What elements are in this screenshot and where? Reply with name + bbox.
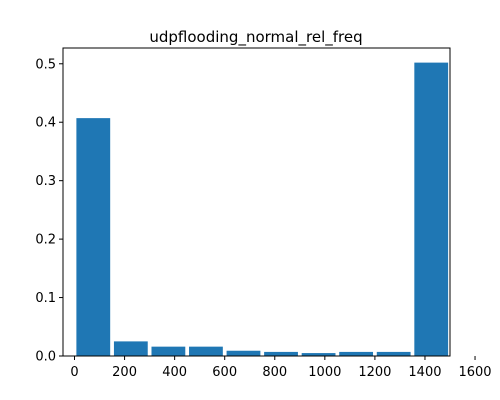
x-tick-label: 0: [70, 365, 78, 380]
histogram-bar: [376, 351, 411, 356]
histogram-bar: [113, 341, 148, 356]
plot-frame: [62, 47, 451, 357]
y-axis: 0.0 0.1 0.2 0.3 0.4 0.5: [35, 57, 63, 365]
x-tick-label: 200: [112, 365, 137, 380]
histogram-bar: [76, 118, 111, 356]
chart-title: udpflooding_normal_rel_freq: [149, 28, 362, 47]
histogram-bar: [226, 350, 261, 356]
y-tick-label: 0.0: [35, 350, 56, 365]
x-tick-label: 600: [212, 365, 237, 380]
x-tick-label: 1200: [358, 365, 391, 380]
x-axis: 0 200 400 600 800 1000 1200 1400 1600: [70, 356, 492, 380]
histogram-bar: [189, 346, 223, 356]
histogram-bar: [264, 351, 298, 356]
y-tick-label: 0.2: [35, 233, 56, 248]
histogram-bar: [339, 351, 374, 356]
histogram-bar: [414, 62, 449, 357]
x-tick-label: 800: [262, 365, 287, 380]
y-tick-label: 0.3: [35, 174, 56, 189]
y-tick-label: 0.4: [35, 116, 56, 131]
x-tick-label: 1000: [308, 365, 341, 380]
x-tick-label: 400: [162, 365, 187, 380]
histogram-bar: [301, 353, 336, 356]
y-tick-label: 0.5: [35, 57, 56, 72]
bars-group: [76, 62, 449, 357]
x-tick-label: 1400: [408, 365, 441, 380]
histogram-bar: [151, 346, 186, 356]
y-tick-label: 0.1: [35, 291, 56, 306]
x-tick-label: 1600: [458, 365, 491, 380]
